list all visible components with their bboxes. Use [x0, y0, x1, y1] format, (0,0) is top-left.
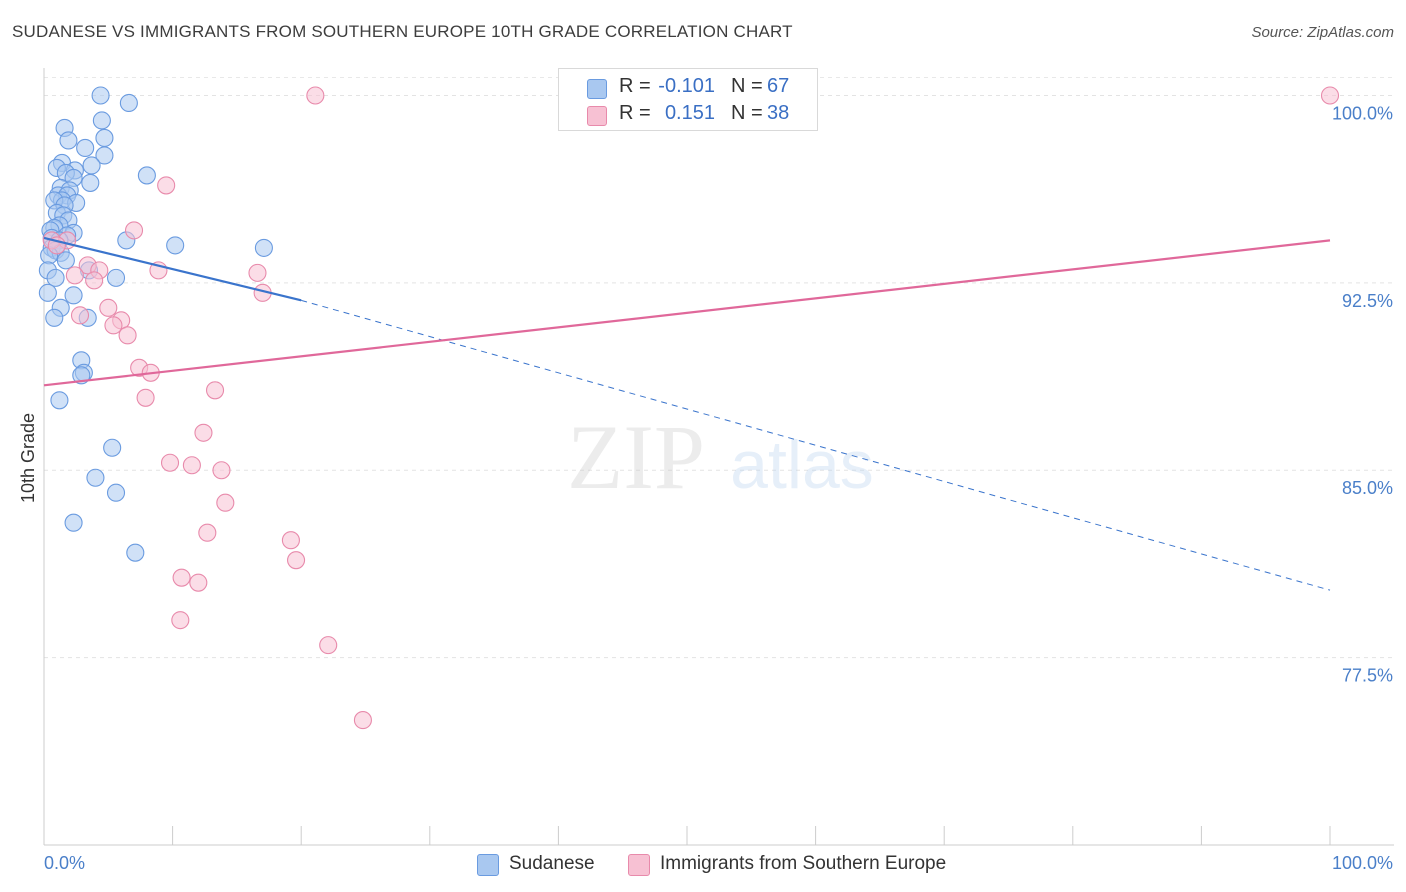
southern-europe-point [212, 461, 231, 480]
legend-n-label: N = [731, 102, 763, 124]
southern-europe-point [189, 573, 208, 592]
southern-europe-point [70, 306, 90, 325]
sudanese-point [76, 138, 95, 158]
southern-europe-trend-line [43, 239, 1331, 387]
y-tick-label: 77.5% [1342, 666, 1393, 686]
sudanese-point [119, 93, 138, 113]
southern-europe-point [306, 86, 325, 105]
legend-swatch-sudanese [587, 79, 607, 99]
sudanese-point [50, 391, 69, 410]
sudanese-point [95, 146, 114, 165]
sudanese-point [64, 513, 83, 532]
y-tick-label: 85.0% [1342, 478, 1393, 498]
southern-europe-point [248, 263, 267, 282]
legend-n-label: N = [731, 75, 763, 97]
stats-legend: R = -0.101 N = 67 R = 0.151 N = 38 [558, 68, 818, 131]
sudanese-point [91, 86, 110, 105]
legend-r-label: R = [619, 102, 651, 124]
southern-europe-point [136, 388, 155, 407]
southern-europe-point [118, 326, 137, 345]
trend-lines [43, 236, 1331, 591]
axes [43, 68, 1394, 846]
sudanese-point [103, 438, 122, 457]
sudanese-point [95, 128, 114, 148]
legend-n-value: 38 [767, 102, 790, 124]
watermark: ZIP atlas [567, 406, 874, 508]
southern-europe-point [104, 316, 123, 335]
data-points [38, 86, 1340, 730]
watermark-zip: ZIP [567, 406, 705, 508]
southern-europe-point [157, 176, 176, 195]
legend-r-value: 0.151 [664, 102, 715, 124]
southern-europe-point [99, 298, 118, 317]
legend-r-value: -0.101 [658, 75, 715, 97]
southern-europe-point [65, 266, 84, 285]
legend-swatch-southern-europe [587, 106, 607, 126]
sudanese-point [64, 286, 83, 305]
y-tick-label: 100.0% [1332, 103, 1393, 123]
southern-europe-point [85, 271, 104, 290]
sudanese-point [166, 236, 185, 255]
southern-europe-point [216, 493, 235, 512]
tick-labels: 100.0% 92.5% 85.0% 77.5% 0.0% 100.0% [44, 103, 1393, 873]
watermark-atlas: atlas [730, 427, 874, 503]
sudanese-point [86, 468, 105, 487]
sudanese-point [137, 166, 156, 185]
sudanese-point [46, 268, 65, 287]
sudanese-point [56, 251, 75, 270]
southern-europe-point [1320, 86, 1340, 105]
sudanese-point [45, 308, 64, 327]
legend-row-sudanese: R = -0.101 N = 67 [559, 73, 817, 101]
southern-europe-point [172, 568, 191, 587]
southern-europe-point [171, 611, 190, 630]
sudanese-point [38, 283, 57, 302]
sudanese-point [106, 268, 126, 287]
x-tick-label: 100.0% [1332, 853, 1393, 873]
sudanese-point [92, 111, 111, 130]
sudanese-point [59, 131, 78, 150]
southern-europe-point [353, 711, 372, 730]
southern-europe-point [160, 453, 180, 472]
legend-label-sudanese: Sudanese [509, 853, 595, 874]
grid-lines [44, 76, 1394, 659]
sudanese-point [126, 543, 145, 562]
x-tick-label: 0.0% [44, 853, 85, 873]
legend-r-label: R = [619, 75, 651, 97]
legend-swatch-southern-europe [628, 854, 650, 876]
legend-swatch-sudanese [477, 854, 499, 876]
southern-europe-point [281, 531, 300, 550]
source-credit: Source: ZipAtlas.com [1251, 24, 1394, 41]
southern-europe-point [124, 221, 144, 240]
southern-europe-point [287, 551, 306, 570]
sudanese-trend-extension [301, 299, 1331, 591]
y-axis-title: 10th Grade [18, 413, 38, 503]
sudanese-point [254, 238, 273, 257]
sudanese-point [106, 483, 126, 502]
legend-n-value: 67 [767, 75, 790, 97]
southern-europe-point [205, 381, 225, 400]
legend-row-southern-europe: R = 0.151 N = 38 [559, 100, 817, 128]
chart-title: SUDANESE VS IMMIGRANTS FROM SOUTHERN EUR… [12, 22, 793, 41]
southern-europe-point [182, 456, 201, 475]
sudanese-point [82, 156, 101, 175]
southern-europe-point [194, 423, 213, 442]
southern-europe-point [198, 523, 217, 542]
series-legend: Sudanese Immigrants from Southern Europe [0, 852, 1406, 878]
y-tick-label: 92.5% [1342, 291, 1393, 311]
sudanese-point [81, 173, 100, 192]
sudanese-trend-line [43, 236, 302, 302]
southern-europe-point [319, 636, 338, 655]
legend-label-southern-europe: Immigrants from Southern Europe [660, 853, 947, 874]
